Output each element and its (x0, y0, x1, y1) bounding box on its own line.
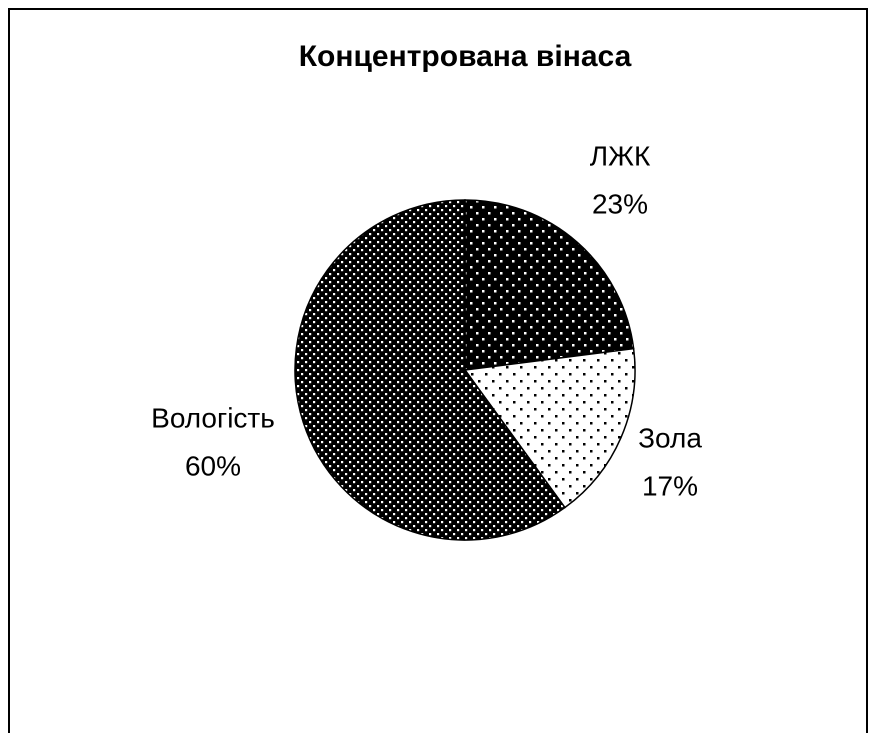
chart-title: Концентрована вінаса (299, 40, 632, 73)
pie-slice (464, 199, 635, 371)
slice-category-label: Зола (638, 422, 702, 453)
slice-value-label: 23% (592, 188, 648, 219)
slice-value-label: 60% (185, 450, 241, 481)
slice-value-label: 17% (642, 470, 698, 501)
pie-slice (463, 347, 636, 509)
slice-category-label: Вологість (151, 402, 275, 433)
slice-category-label: ЛЖК (590, 140, 651, 171)
chart-frame (8, 8, 868, 733)
pie-slice (294, 199, 566, 541)
